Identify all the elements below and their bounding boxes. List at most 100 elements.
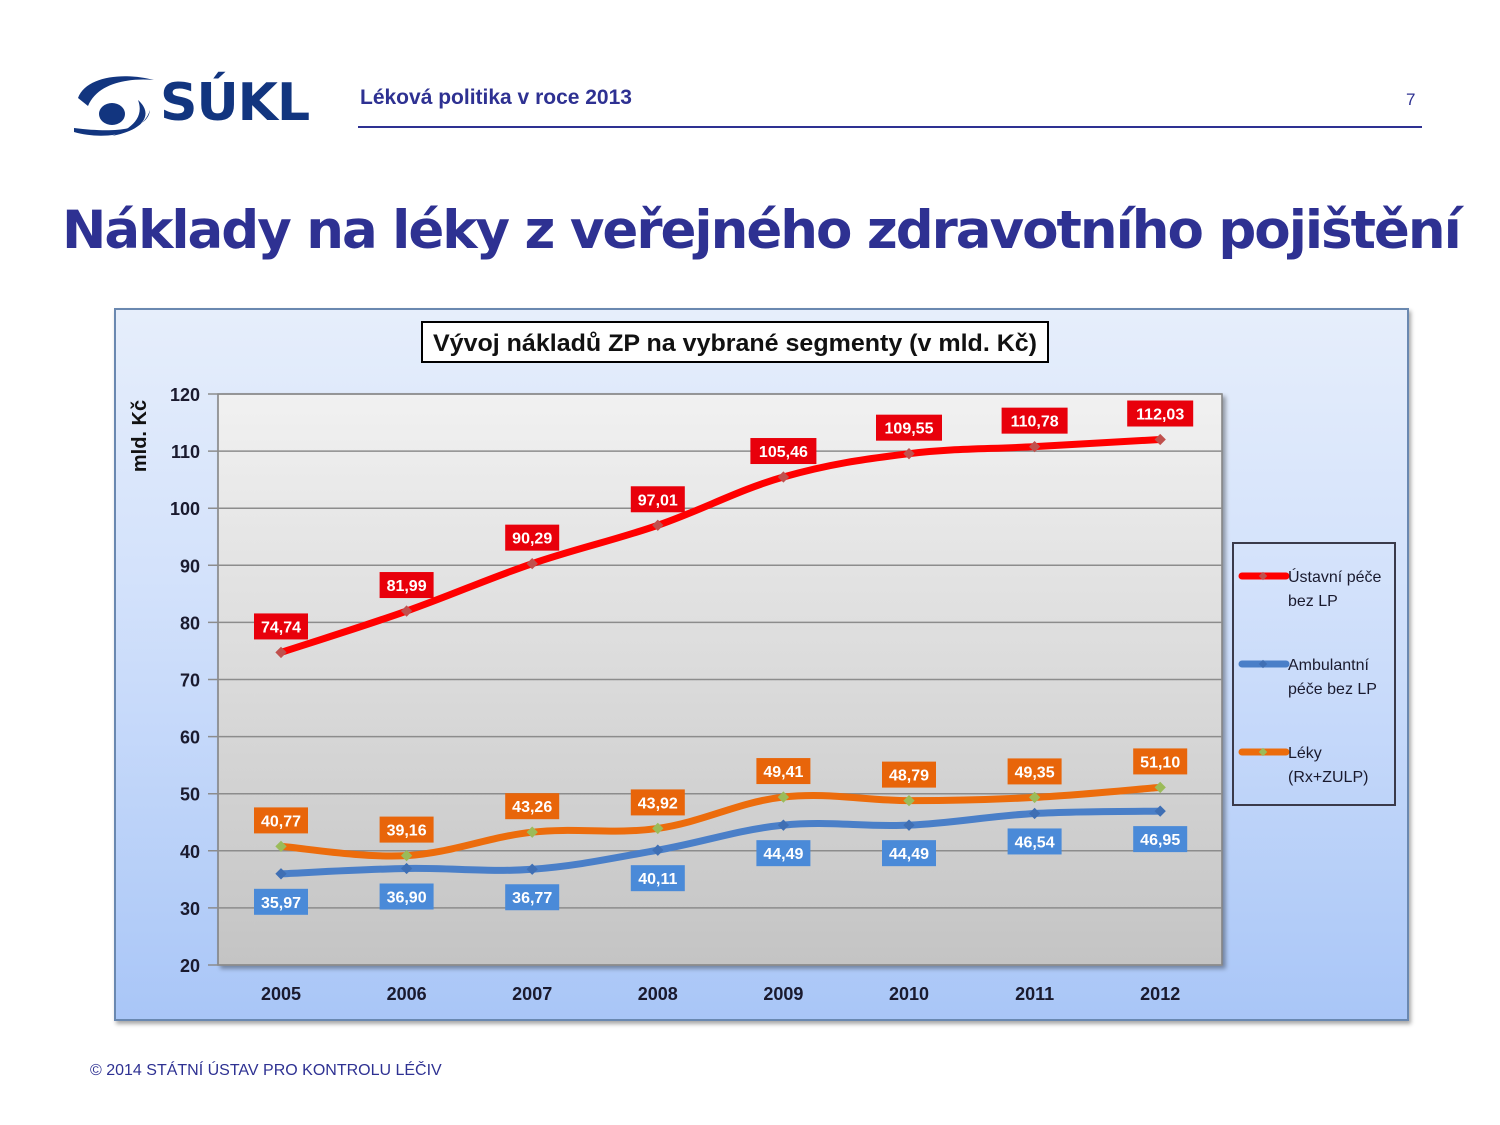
y-tick-label: 90 — [180, 556, 200, 576]
data-label-box — [882, 840, 936, 867]
data-point-marker — [777, 791, 790, 803]
data-label: 44,49 — [763, 846, 803, 863]
x-tick-label: 2012 — [1140, 984, 1180, 1004]
data-label: 97,01 — [638, 492, 678, 509]
y-tick-label: 20 — [180, 956, 200, 976]
data-point-marker — [777, 819, 790, 831]
data-point-marker — [275, 646, 287, 659]
data-label-box — [630, 789, 685, 816]
data-point-marker — [400, 849, 413, 862]
y-tick-label: 30 — [180, 899, 200, 919]
data-label-box — [756, 840, 811, 867]
data-label-box — [1001, 407, 1068, 434]
data-label: 35,97 — [261, 895, 301, 912]
data-point-marker — [1154, 781, 1166, 794]
y-tick-label: 50 — [180, 785, 200, 805]
header-title: Léková politika v roce 2013 — [360, 86, 632, 109]
page-number: 7 — [1406, 90, 1416, 109]
legend-label: bez LP — [1288, 593, 1338, 610]
legend-label: Léky — [1288, 745, 1322, 762]
data-label: 40,11 — [638, 871, 677, 888]
data-label: 43,92 — [638, 795, 678, 812]
legend-label: péče bez LP — [1288, 681, 1377, 698]
x-tick-label: 2009 — [763, 984, 803, 1004]
data-label-box — [1007, 758, 1062, 785]
data-label-box — [876, 414, 942, 441]
y-tick-label: 70 — [180, 671, 200, 691]
data-label: 40,77 — [261, 813, 301, 830]
data-point-marker — [903, 448, 915, 460]
data-label: 43,26 — [512, 799, 552, 816]
legend-label: Ústavní péče — [1288, 567, 1381, 586]
data-point-marker — [1154, 433, 1166, 446]
data-point-marker — [777, 471, 790, 483]
data-point-marker — [400, 605, 413, 617]
data-label: 46,54 — [1015, 834, 1055, 851]
data-point-marker — [275, 868, 287, 880]
data-label: 90,29 — [512, 531, 552, 548]
x-tick-label: 2006 — [387, 984, 427, 1004]
data-label-box — [882, 761, 936, 788]
series-line-0 — [277, 436, 1164, 656]
data-label: 49,35 — [1015, 764, 1055, 781]
data-label: 48,79 — [889, 768, 929, 785]
data-label-box — [254, 888, 308, 915]
data-label-box — [505, 884, 560, 911]
legend-label: Ambulantní — [1288, 657, 1369, 674]
series-line-1 — [277, 807, 1164, 878]
y-tick-label: 80 — [180, 613, 200, 633]
data-label: 49,41 — [763, 764, 803, 781]
y-tick-label: 60 — [180, 728, 200, 748]
data-label-box — [1133, 826, 1188, 853]
x-tick-label: 2011 — [1015, 984, 1054, 1004]
footer-copyright: © 2014 STÁTNÍ ÚSTAV PRO KONTROLU LÉČIV — [90, 1062, 442, 1079]
data-point-marker — [903, 794, 915, 807]
data-label: 51,10 — [1140, 754, 1180, 771]
header-divider — [358, 126, 1422, 128]
data-label-box — [1133, 748, 1188, 775]
eye-logo-icon — [74, 76, 154, 136]
line-chart: Vývoj nákladů ZP na vybrané segmenty (v … — [129, 321, 1396, 1004]
data-point-marker — [275, 840, 287, 853]
data-label-box — [750, 438, 817, 465]
data-point-marker — [526, 557, 538, 570]
legend-box — [1232, 542, 1396, 806]
series-line-2 — [277, 783, 1164, 860]
data-label-box — [379, 816, 434, 843]
data-label: 39,16 — [387, 823, 427, 840]
data-label: 112,03 — [1136, 407, 1184, 424]
data-label: 44,49 — [889, 846, 929, 863]
data-label: 110,78 — [1011, 414, 1059, 431]
data-label-box — [505, 524, 560, 551]
data-point-marker — [1154, 805, 1166, 817]
data-label-box — [630, 486, 685, 513]
data-label: 36,90 — [387, 890, 427, 907]
sukl-logo — [72, 70, 317, 140]
data-label: 81,99 — [387, 578, 427, 595]
data-label: 74,74 — [261, 619, 301, 636]
data-label: 36,77 — [512, 890, 552, 907]
y-tick-label: 100 — [170, 499, 200, 519]
chart-frame: Vývoj nákladů ZP na vybrané segmenty (v … — [114, 308, 1409, 1021]
data-label-box — [1007, 828, 1062, 855]
slide-title: Náklady na léky z veřejného zdravotního … — [62, 200, 1462, 261]
data-point-marker — [652, 844, 664, 856]
data-label-box — [379, 572, 434, 599]
y-tick-label: 120 — [170, 385, 200, 405]
data-label: 109,55 — [885, 421, 934, 438]
data-point-marker — [652, 822, 664, 835]
data-point-marker — [1028, 440, 1041, 453]
data-point-marker — [526, 826, 538, 838]
data-label-box — [379, 883, 434, 910]
data-label: 105,46 — [759, 444, 808, 461]
data-label-box — [1127, 400, 1194, 427]
data-label: 46,95 — [1140, 832, 1180, 849]
x-tick-label: 2010 — [889, 984, 929, 1004]
logo-text: SÚKL — [160, 73, 310, 133]
data-point-marker — [903, 819, 915, 831]
data-point-marker — [400, 862, 413, 875]
chart-title-box — [421, 321, 1049, 363]
y-axis-label: mld. Kč — [129, 400, 151, 472]
x-tick-label: 2007 — [512, 984, 552, 1004]
data-label-box — [254, 613, 308, 640]
